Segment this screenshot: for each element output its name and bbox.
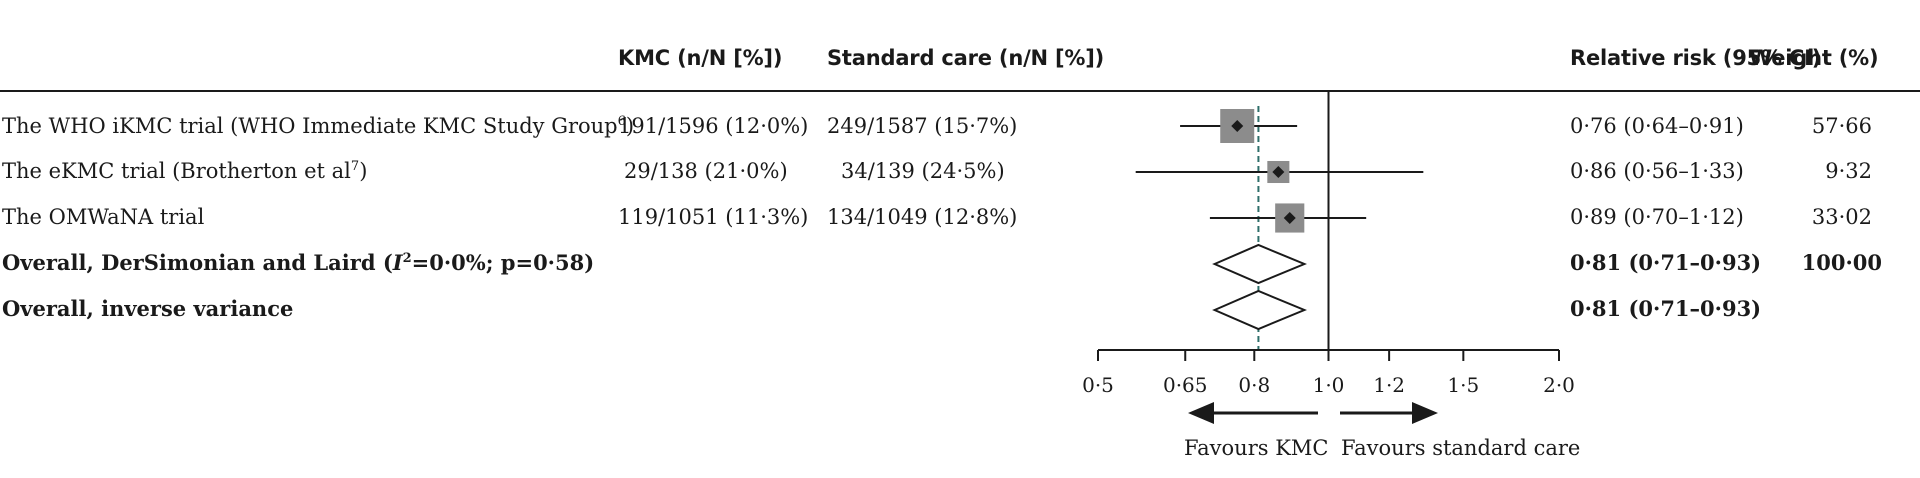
- relative-risk-value: 0·86 (0·56–1·33): [1570, 159, 1744, 183]
- kmc-value: 29/138 (21·0%): [624, 159, 788, 183]
- pooled-diamond: [1212, 289, 1307, 331]
- x-tick-label: 1·0: [1313, 373, 1345, 397]
- pooled-diamond: [1212, 243, 1307, 285]
- point-estimate: [1283, 212, 1296, 224]
- point-estimate: [1231, 120, 1244, 132]
- study-label-ekmc: The eKMC trial (Brotherton et al7): [2, 159, 368, 183]
- x-tick-label: 0·8: [1238, 373, 1270, 397]
- relative-risk-value: 0·76 (0·64–0·91): [1570, 114, 1744, 138]
- header-standard-care: Standard care (n/N [%]): [827, 46, 1105, 70]
- weight-value: 100·00: [1801, 250, 1882, 275]
- study-label-omwana: The OMWaNA trial: [2, 205, 205, 229]
- relative-risk-value: 0·89 (0·70–1·12): [1570, 205, 1744, 229]
- kmc-value: 191/1596 (12·0%): [618, 114, 809, 138]
- weight-value: 33·02: [1811, 205, 1872, 229]
- relative-risk-value: 0·81 (0·71–0·93): [1570, 296, 1762, 321]
- overall-label-inverse-variance: Overall, inverse variance: [2, 296, 294, 321]
- study-label-who-ikmc: The WHO iKMC trial (WHO Immediate KMC St…: [2, 114, 635, 138]
- header-weight: Weight (%): [1749, 46, 1879, 70]
- weight-value: 9·32: [1825, 159, 1872, 183]
- x-tick-label: 0·65: [1163, 373, 1208, 397]
- kmc-value: 119/1051 (11·3%): [618, 205, 809, 229]
- point-estimate: [1272, 166, 1285, 178]
- header-relative-risk: Relative risk (95% CI): [1570, 46, 1822, 70]
- x-tick-label: 0·5: [1082, 373, 1114, 397]
- favours-standard-arrowhead: [1412, 402, 1438, 424]
- standard-care-value: 249/1587 (15·7%): [827, 114, 1018, 138]
- x-tick-label: 1·5: [1447, 373, 1479, 397]
- header-rule: [0, 90, 1920, 92]
- favours-standard-care-label: Favours standard care: [1341, 436, 1581, 460]
- standard-care-value: 134/1049 (12·8%): [827, 205, 1018, 229]
- x-tick-label: 1·2: [1373, 373, 1405, 397]
- favours-kmc-label: Favours KMC: [1184, 436, 1329, 460]
- standard-care-value: 34/139 (24·5%): [841, 159, 1005, 183]
- relative-risk-value: 0·81 (0·71–0·93): [1570, 250, 1762, 275]
- weight-value: 57·66: [1811, 114, 1872, 138]
- overall-label-dersimonian-laird: Overall, DerSimonian and Laird (I2=0·0%;…: [2, 250, 595, 275]
- x-tick-label: 2·0: [1543, 373, 1575, 397]
- favours-kmc-arrowhead: [1188, 402, 1214, 424]
- header-kmc: KMC (n/N [%]): [618, 46, 783, 70]
